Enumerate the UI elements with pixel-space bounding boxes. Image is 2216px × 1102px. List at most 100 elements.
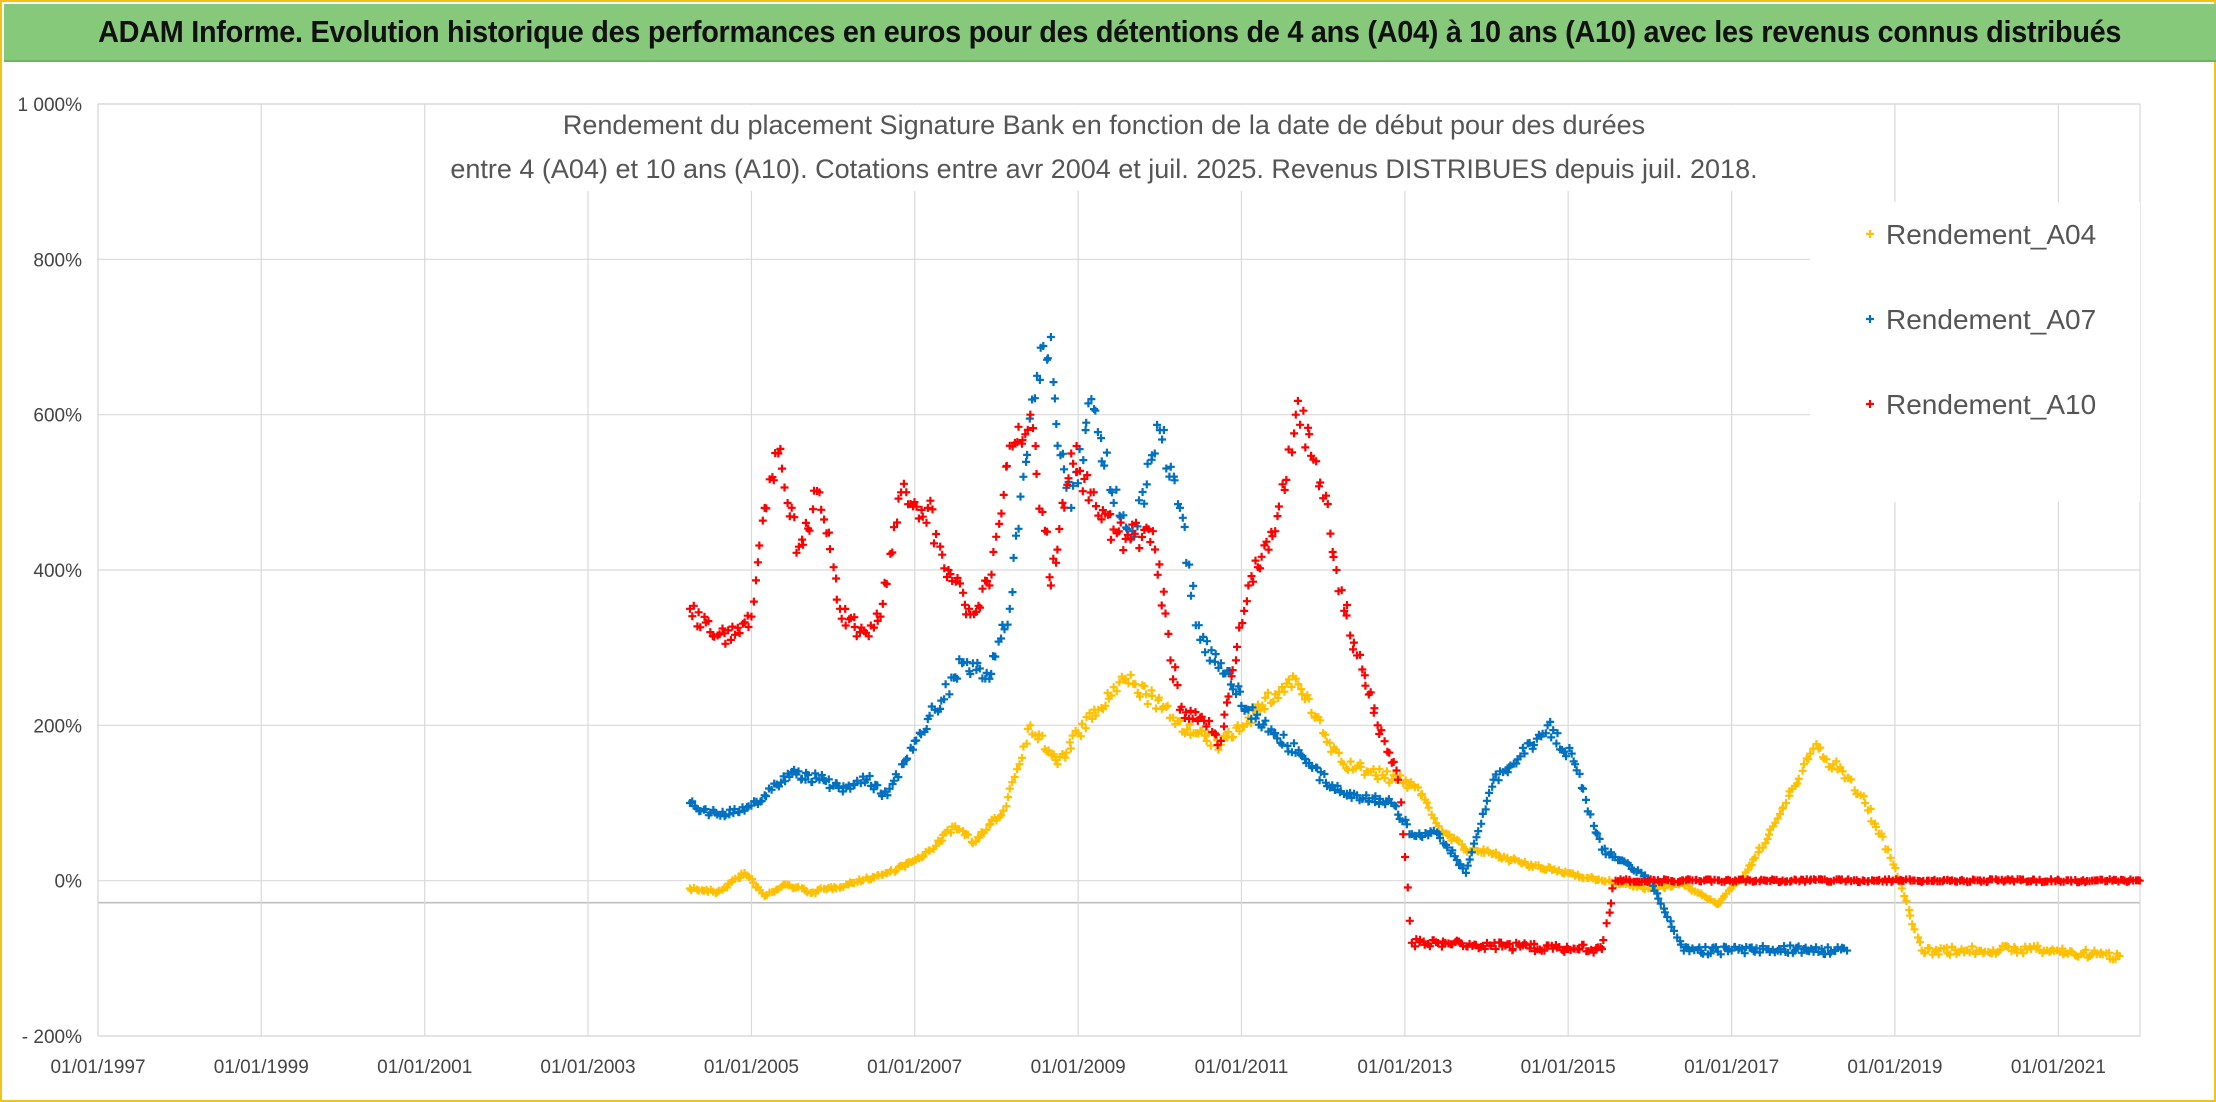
marker-cloud	[865, 772, 890, 800]
data-point	[1291, 674, 1300, 683]
x-tick-label: 01/01/2021	[2011, 1057, 2106, 1078]
marker-cloud	[987, 462, 1011, 579]
marker-cloud	[1600, 844, 1632, 868]
series-Rendement_A10	[685, 396, 2144, 957]
marker-cloud	[912, 702, 936, 745]
x-tick-label: 01/01/1999	[214, 1057, 309, 1078]
data-point	[1175, 503, 1184, 512]
marker-cloud	[1749, 803, 1787, 864]
marker-cloud	[1342, 757, 1372, 779]
data-point	[1434, 822, 1443, 831]
marker-cloud	[2090, 875, 2143, 886]
marker-cloud	[1293, 396, 1318, 464]
marker-cloud	[1859, 792, 1890, 854]
data-point	[794, 542, 803, 551]
marker-cloud	[817, 505, 841, 604]
data-point	[1026, 410, 1035, 419]
marker-cloud	[886, 853, 924, 876]
marker-cloud	[1177, 702, 1202, 725]
marker-cloud	[790, 765, 821, 787]
marker-cloud	[1832, 757, 1862, 799]
data-point	[1597, 945, 1606, 954]
marker-cloud	[1328, 781, 1359, 802]
data-point	[1053, 441, 1062, 450]
data-point	[815, 488, 824, 497]
data-point	[1461, 868, 1470, 877]
marker-cloud	[762, 449, 780, 513]
data-point	[1312, 457, 1321, 466]
marker-cloud	[1321, 730, 1346, 766]
data-point	[1393, 775, 1402, 784]
data-point	[1571, 760, 1580, 769]
marker-cloud	[1334, 586, 1358, 654]
marker-cloud	[1315, 478, 1338, 561]
marker-cloud	[1355, 791, 1393, 809]
marker-cloud	[857, 609, 882, 641]
marker-cloud	[1097, 672, 1128, 714]
data-point	[1516, 752, 1525, 761]
marker-cloud	[1151, 545, 1182, 690]
marker-cloud	[1090, 405, 1115, 494]
marker-cloud	[811, 882, 848, 898]
title-background	[462, 105, 1744, 191]
data-point	[985, 674, 994, 683]
marker-cloud	[1437, 827, 1468, 854]
marker-cloud	[1029, 424, 1054, 582]
data-point	[1067, 503, 1076, 512]
x-tick-label: 01/01/2019	[1847, 1057, 1942, 1078]
marker-cloud	[946, 570, 971, 619]
marker-cloud	[688, 797, 720, 820]
marker-cloud	[783, 880, 815, 897]
marker-cloud	[899, 479, 931, 527]
marker-cloud	[1097, 506, 1128, 555]
data-point	[1332, 566, 1341, 574]
x-tick-label: 01/01/2003	[540, 1057, 635, 1078]
marker-cloud	[1451, 936, 1524, 955]
marker-cloud	[1390, 801, 1414, 839]
marker-cloud	[2030, 941, 2094, 962]
marker-cloud	[987, 620, 1012, 678]
data-point	[1271, 729, 1280, 738]
data-point	[1121, 674, 1130, 683]
marker-cloud	[1411, 935, 1455, 951]
data-point	[1169, 713, 1178, 722]
x-tick-label: 01/01/2001	[377, 1057, 472, 1078]
marker-cloud	[837, 604, 861, 641]
data-point	[965, 604, 974, 613]
data-point	[1005, 604, 1014, 613]
data-point	[876, 612, 885, 621]
series-Rendement_A04	[685, 670, 2124, 964]
marker-cloud	[1143, 686, 1174, 722]
data-point	[1216, 736, 1225, 745]
banner-title: ADAM Informe. Evolution historique des p…	[98, 14, 2122, 49]
marker-cloud	[1763, 875, 1932, 887]
marker-cloud	[1566, 869, 1603, 884]
marker-cloud	[688, 601, 713, 632]
marker-cloud	[934, 655, 964, 716]
marker-cloud	[1301, 754, 1332, 791]
marker-cloud	[1008, 422, 1032, 451]
series-Rendement_A07	[685, 333, 1852, 959]
data-point	[1033, 371, 1042, 380]
x-axis-ticks: 01/01/1997 01/01/1999 01/01/2001 01/01/2003…	[50, 1057, 2105, 1078]
marker-cloud	[1069, 442, 1100, 511]
data-point	[2115, 952, 2124, 961]
marker-cloud	[1525, 860, 1570, 878]
marker-cloud	[1158, 426, 1182, 509]
marker-cloud	[1049, 474, 1073, 567]
marker-cloud	[885, 743, 917, 793]
y-tick-label: 200%	[33, 716, 82, 737]
marker-cloud	[1055, 726, 1080, 762]
data-point	[1019, 472, 1028, 481]
legend-label: Rendement_A04	[1886, 219, 2096, 250]
header-banner: ADAM Informe. Evolution historique des p…	[4, 4, 2216, 62]
data-point	[971, 837, 980, 846]
data-point	[1216, 659, 1225, 668]
data-point	[883, 791, 892, 800]
marker-cloud	[1002, 724, 1032, 811]
x-tick-label: 01/01/2013	[1357, 1057, 1452, 1078]
marker-cloud	[952, 825, 977, 848]
y-tick-label: 1 000%	[18, 95, 83, 116]
y-axis-ticks: 1 000% 800% 600% 400% 200% 0% - 200%	[18, 95, 83, 1048]
data-point	[1883, 845, 1892, 854]
